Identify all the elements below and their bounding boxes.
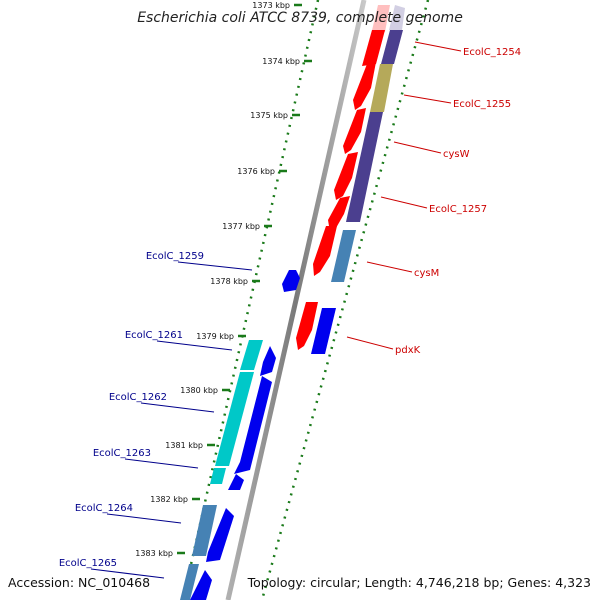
cds-feature[interactable]: [180, 564, 199, 600]
gene-label[interactable]: EcolC_1255: [453, 99, 511, 110]
cds-feature[interactable]: [331, 230, 356, 282]
tick-label: 1374 kbp: [262, 57, 300, 66]
reverse-track-guide: [181, 0, 320, 600]
gene-label-leader: [140, 402, 215, 413]
gene-label[interactable]: cysW: [443, 149, 470, 160]
cds-feature[interactable]: [381, 30, 403, 64]
gene-label-leader: [380, 196, 428, 209]
cds-feature[interactable]: [190, 570, 212, 600]
cds-feature[interactable]: [210, 468, 226, 484]
cds-feature[interactable]: [282, 270, 300, 292]
gene-label[interactable]: EcolC_1264: [75, 503, 133, 514]
accession-text: Accession: NC_010468: [8, 575, 150, 590]
gene-label[interactable]: EcolC_1259: [146, 251, 204, 262]
gene-label[interactable]: EcolC_1257: [429, 204, 487, 215]
cds-feature[interactable]: [215, 372, 254, 466]
cds-feature[interactable]: [328, 196, 350, 232]
gene-label[interactable]: EcolC_1261: [125, 330, 183, 341]
tick-label: 1381 kbp: [165, 441, 203, 450]
tick-label: 1373 kbp: [252, 1, 290, 10]
cds-feature[interactable]: [240, 340, 263, 370]
gene-label-leader: [106, 513, 182, 524]
gene-label-leader: [393, 141, 442, 154]
gene-label-leader: [403, 94, 452, 104]
cds-feature[interactable]: [313, 226, 337, 276]
gene-label[interactable]: cysM: [414, 268, 439, 279]
gene-label[interactable]: pdxK: [395, 345, 421, 356]
gene-label-leader: [177, 261, 253, 271]
cds-feature[interactable]: [370, 64, 393, 112]
cds-feature[interactable]: [389, 5, 405, 30]
forward-gene-labels: EcolC_1254 EcolC_1255 cysW EcolC_1257 cysM pd…: [346, 41, 521, 356]
cds-feature[interactable]: [260, 346, 276, 376]
tick-label: 1375 kbp: [250, 111, 288, 120]
gene-label-leader: [346, 336, 394, 350]
genome-summary-text: Topology: circular; Length: 4,746,218 bp…: [247, 575, 591, 590]
tick-label: 1380 kbp: [180, 386, 218, 395]
map-title: Escherichia coli ATCC 8739, complete gen…: [137, 10, 463, 26]
gene-label[interactable]: EcolC_1265: [59, 558, 117, 569]
cds-feature[interactable]: [296, 302, 318, 350]
gene-label-leader: [90, 568, 165, 579]
cds-feature[interactable]: [353, 62, 376, 110]
cds-feature[interactable]: [343, 108, 366, 154]
forward-strand: [296, 5, 405, 354]
scale-ticks: 1373 kbp 1374 kbp 1375 kbp 1376 kbp 1377 kbp…: [135, 1, 312, 558]
cds-feature[interactable]: [334, 152, 358, 200]
gene-label[interactable]: EcolC_1263: [93, 448, 151, 459]
tick-label: 1383 kbp: [135, 549, 173, 558]
reverse-strand: [180, 270, 300, 600]
gene-label[interactable]: EcolC_1254: [463, 47, 521, 58]
cds-feature[interactable]: [206, 508, 234, 562]
cds-feature[interactable]: [192, 505, 217, 556]
cds-feature[interactable]: [362, 30, 385, 66]
cds-feature[interactable]: [346, 112, 383, 222]
cds-feature[interactable]: [234, 376, 272, 474]
tick-label: 1378 kbp: [210, 277, 248, 286]
cds-feature[interactable]: [311, 308, 336, 354]
reverse-gene-labels: EcolC_1259 EcolC_1261 EcolC_1262 EcolC_1263…: [59, 251, 253, 579]
gene-label-leader: [156, 340, 233, 351]
genome-backbone: [225, 0, 367, 600]
gene-label[interactable]: EcolC_1262: [109, 392, 167, 403]
tick-label: 1377 kbp: [222, 222, 260, 231]
gene-label-leader: [366, 261, 413, 273]
gene-label-leader: [124, 458, 199, 469]
cds-feature[interactable]: [228, 474, 244, 490]
tick-label: 1379 kbp: [196, 332, 234, 341]
gene-label-leader: [414, 41, 462, 52]
tick-label: 1376 kbp: [237, 167, 275, 176]
tick-label: 1382 kbp: [150, 495, 188, 504]
